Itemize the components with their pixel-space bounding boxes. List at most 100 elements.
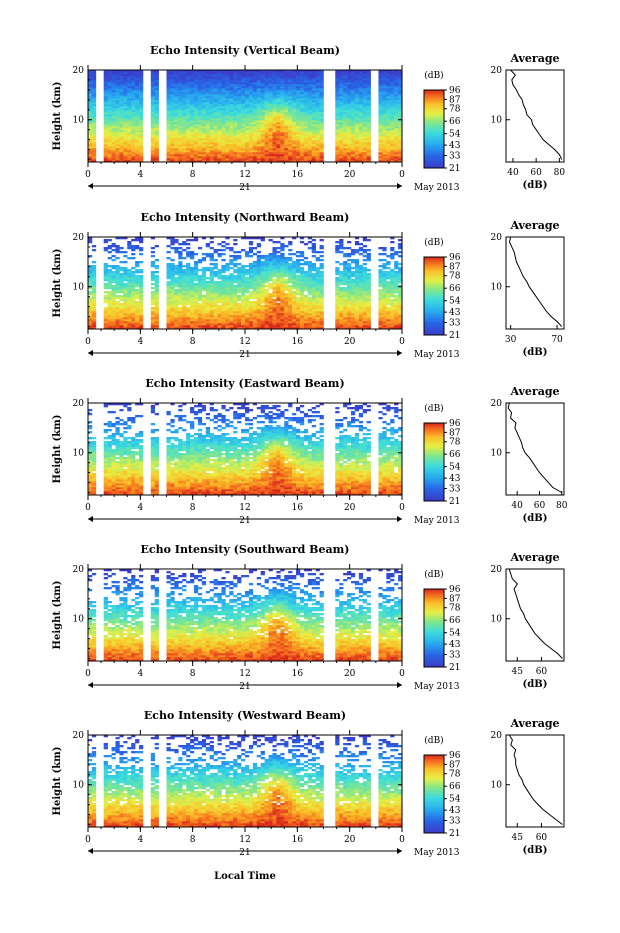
heat-cell xyxy=(139,104,143,106)
heat-cell xyxy=(265,261,269,263)
heat-cell xyxy=(308,110,312,112)
heat-cell xyxy=(194,134,198,136)
heat-cell xyxy=(245,128,249,130)
heat-cell xyxy=(225,313,229,315)
heat-cell xyxy=(229,309,233,311)
heat-cell xyxy=(292,305,296,307)
heat-cell xyxy=(131,309,135,311)
heat-cell xyxy=(261,275,265,277)
heat-cell xyxy=(139,287,143,289)
heat-cell xyxy=(182,303,186,305)
heat-cell xyxy=(182,90,186,92)
heat-cell xyxy=(104,325,108,327)
heat-cell xyxy=(88,104,92,106)
heat-cell xyxy=(186,86,190,88)
heat-cell xyxy=(206,277,210,279)
heat-cell xyxy=(237,277,241,279)
heat-cell xyxy=(351,82,355,84)
heat-cell xyxy=(174,269,178,271)
heat-cell xyxy=(194,136,198,138)
heat-cell xyxy=(214,96,218,98)
heat-cell xyxy=(88,112,92,114)
heat-cell xyxy=(186,287,190,289)
heat-cell xyxy=(296,156,300,158)
heat-cell xyxy=(174,297,178,299)
heat-cell xyxy=(272,110,276,112)
heat-cell xyxy=(241,303,245,305)
heat-cell xyxy=(218,72,222,74)
heat-cell xyxy=(272,241,276,243)
heat-cell xyxy=(272,150,276,152)
heat-cell xyxy=(104,297,108,299)
heat-cell xyxy=(155,285,159,287)
heat-cell xyxy=(249,152,253,154)
heat-cell xyxy=(390,118,394,120)
heat-cell xyxy=(339,90,343,92)
heat-cell xyxy=(221,74,225,76)
heat-cell xyxy=(229,255,233,257)
heat-cell xyxy=(174,321,178,323)
heat-cell xyxy=(167,110,171,112)
heat-cell xyxy=(233,78,237,80)
heat-cell xyxy=(115,295,119,297)
heat-cell xyxy=(237,299,241,301)
heat-cell xyxy=(210,84,214,86)
heat-cell xyxy=(241,323,245,325)
heat-cell xyxy=(119,148,123,150)
heat-cell xyxy=(155,267,159,269)
heat-cell xyxy=(170,74,174,76)
heat-cell xyxy=(167,291,171,293)
heat-cell xyxy=(269,150,273,152)
heat-cell xyxy=(88,301,92,303)
heat-cell xyxy=(139,315,143,317)
heat-cell xyxy=(245,114,249,116)
heat-cell xyxy=(155,116,159,118)
heat-cell xyxy=(131,321,135,323)
heat-cell xyxy=(253,80,257,82)
heat-cell xyxy=(206,122,210,124)
heat-cell xyxy=(225,114,229,116)
heat-cell xyxy=(210,323,214,325)
heat-cell xyxy=(284,261,288,263)
heat-cell xyxy=(288,269,292,271)
heat-cell xyxy=(339,156,343,158)
heat-cell xyxy=(261,307,265,309)
heat-cell xyxy=(123,285,127,287)
heat-cell xyxy=(218,309,222,311)
heat-cell xyxy=(210,313,214,315)
heat-cell xyxy=(198,158,202,160)
heat-cell xyxy=(288,275,292,277)
heat-cell xyxy=(131,100,135,102)
heat-cell xyxy=(249,307,253,309)
heat-cell xyxy=(198,74,202,76)
heat-cell xyxy=(316,154,320,156)
heat-cell xyxy=(218,84,222,86)
heat-cell xyxy=(355,118,359,120)
heat-cell xyxy=(367,88,371,90)
heat-cell xyxy=(198,112,202,114)
heat-cell xyxy=(320,132,324,134)
heat-cell xyxy=(151,132,155,134)
heat-cell xyxy=(284,309,288,311)
heat-cell xyxy=(296,120,300,122)
heat-cell xyxy=(88,303,92,305)
heat-cell xyxy=(304,142,308,144)
heat-cell xyxy=(194,293,198,295)
heat-cell xyxy=(210,289,214,291)
heat-cell xyxy=(300,142,304,144)
heat-cell xyxy=(257,257,261,259)
heat-cell xyxy=(390,74,394,76)
heat-cell xyxy=(339,88,343,90)
heat-cell xyxy=(272,251,276,253)
heat-cell xyxy=(210,144,214,146)
heat-cell xyxy=(214,84,218,86)
heat-cell xyxy=(167,325,171,327)
heat-cell xyxy=(139,158,143,160)
heat-cell xyxy=(151,158,155,160)
heat-cell xyxy=(170,140,174,142)
heat-cell xyxy=(237,90,241,92)
heat-cell xyxy=(182,138,186,140)
heat-cell xyxy=(335,84,339,86)
heat-cell xyxy=(394,88,398,90)
heat-cell xyxy=(276,80,280,82)
